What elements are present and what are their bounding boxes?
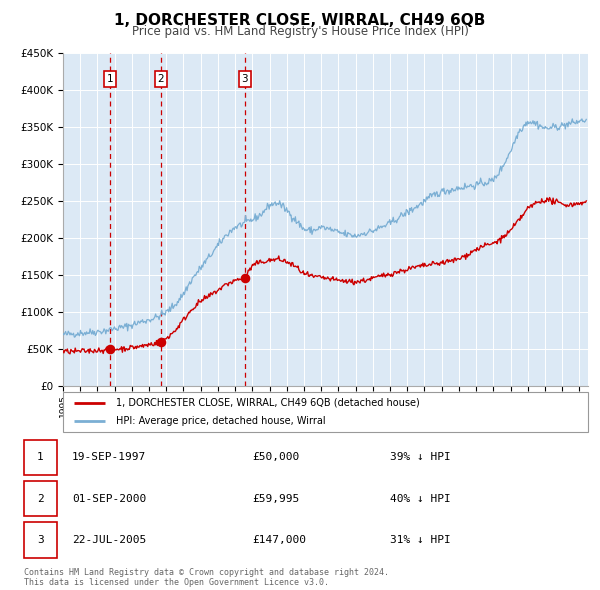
Text: 01-SEP-2000: 01-SEP-2000 — [72, 494, 146, 503]
Text: HPI: Average price, detached house, Wirral: HPI: Average price, detached house, Wirr… — [115, 416, 325, 426]
Text: Price paid vs. HM Land Registry's House Price Index (HPI): Price paid vs. HM Land Registry's House … — [131, 25, 469, 38]
Text: 19-SEP-1997: 19-SEP-1997 — [72, 453, 146, 462]
Text: 2: 2 — [37, 494, 44, 503]
Text: £50,000: £50,000 — [252, 453, 299, 462]
FancyBboxPatch shape — [63, 392, 588, 432]
Text: 31% ↓ HPI: 31% ↓ HPI — [390, 535, 451, 545]
Text: 1: 1 — [37, 453, 44, 462]
Text: 1: 1 — [107, 74, 113, 84]
Point — [240, 273, 250, 282]
Text: 1, DORCHESTER CLOSE, WIRRAL, CH49 6QB (detached house): 1, DORCHESTER CLOSE, WIRRAL, CH49 6QB (d… — [115, 398, 419, 408]
Text: £147,000: £147,000 — [252, 535, 306, 545]
Text: £59,995: £59,995 — [252, 494, 299, 503]
Text: 1, DORCHESTER CLOSE, WIRRAL, CH49 6QB: 1, DORCHESTER CLOSE, WIRRAL, CH49 6QB — [115, 13, 485, 28]
Point — [105, 345, 115, 354]
Text: 22-JUL-2005: 22-JUL-2005 — [72, 535, 146, 545]
Text: 2: 2 — [157, 74, 164, 84]
Text: 3: 3 — [37, 535, 44, 545]
Text: 40% ↓ HPI: 40% ↓ HPI — [390, 494, 451, 503]
Text: Contains HM Land Registry data © Crown copyright and database right 2024.
This d: Contains HM Land Registry data © Crown c… — [24, 568, 389, 587]
Point — [156, 337, 166, 347]
Text: 3: 3 — [241, 74, 248, 84]
Text: 39% ↓ HPI: 39% ↓ HPI — [390, 453, 451, 462]
